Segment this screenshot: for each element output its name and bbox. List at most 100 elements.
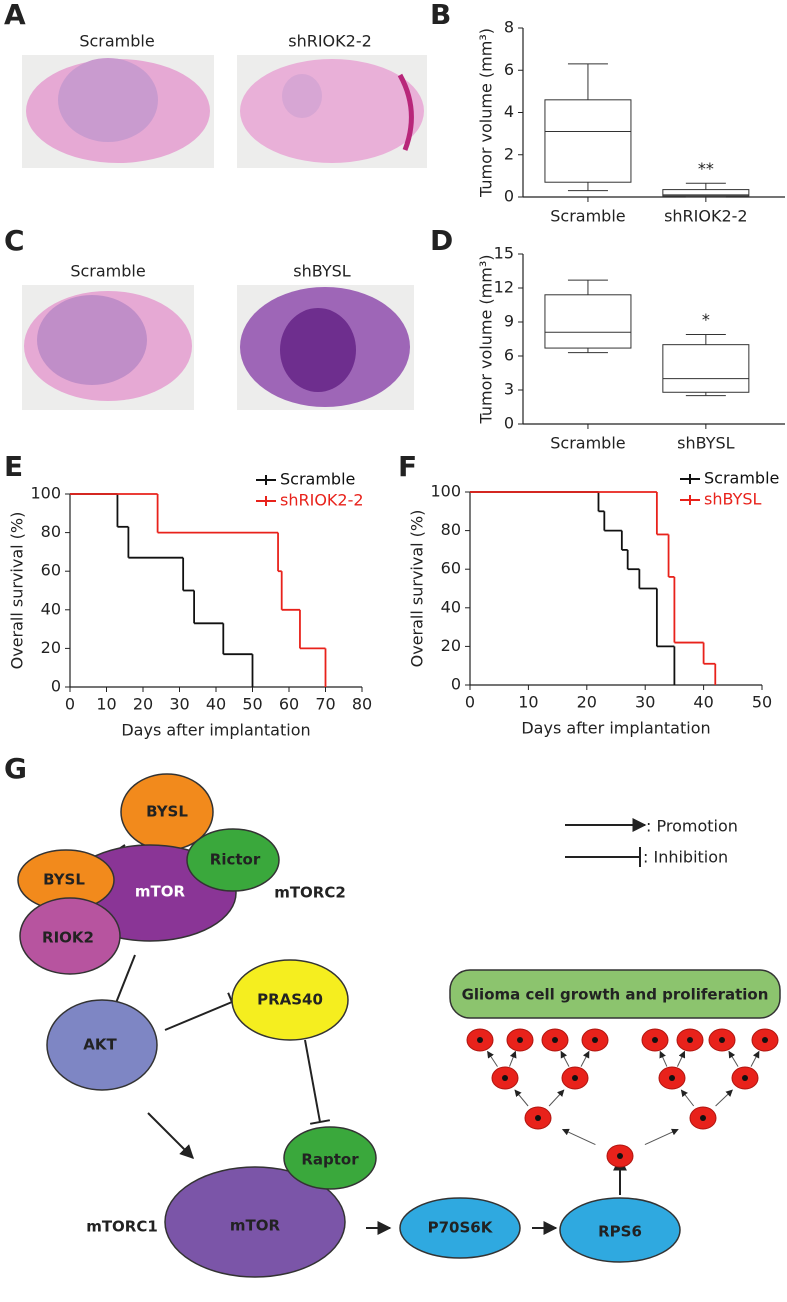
cell-nucleus — [592, 1037, 598, 1043]
legend-label: shBYSL — [704, 490, 762, 509]
y-tick-label: 0 — [504, 414, 514, 433]
box — [662, 344, 750, 393]
cell-arrow — [514, 1089, 529, 1107]
cell-nucleus — [517, 1037, 523, 1043]
cell-arrow — [680, 1089, 695, 1107]
y-tick-label: 3 — [504, 380, 514, 399]
x-tick-label: 0 — [65, 695, 75, 714]
x-tick-label: 30 — [169, 695, 189, 714]
x-tick-label: shBYSL — [677, 434, 735, 453]
x-axis-label: Days after implantation — [521, 719, 710, 738]
y-tick-label: 60 — [41, 561, 61, 580]
y-tick-label: 40 — [41, 599, 61, 618]
y-axis-label: Overall survival (%) — [8, 512, 27, 670]
legend-text: : Promotion — [646, 817, 738, 836]
y-axis-label: Tumor volume (mm³) — [477, 28, 496, 198]
cell-arrow — [644, 1128, 679, 1146]
y-tick-label: 0 — [451, 675, 461, 694]
y-tick-label: 12 — [494, 278, 514, 297]
y-tick-label: 15 — [494, 244, 514, 263]
y-tick-label: 6 — [504, 346, 514, 365]
panel-label: C — [4, 224, 25, 257]
y-tick-label: 20 — [41, 638, 61, 657]
node-label: RIOK2 — [42, 929, 94, 947]
x-tick-label: 30 — [635, 693, 655, 712]
x-tick-label: 50 — [752, 693, 772, 712]
node-label: mTOR — [230, 1217, 281, 1235]
y-tick-label: 100 — [30, 484, 61, 503]
x-tick-label: 50 — [242, 695, 262, 714]
y-tick-label: 2 — [504, 144, 514, 163]
x-tick-label: shRIOK2-2 — [664, 207, 748, 226]
cell-arrow — [560, 1050, 570, 1067]
cell-arrow — [659, 1050, 668, 1067]
legend-label: Scramble — [704, 469, 779, 488]
x-axis-label: Days after implantation — [121, 721, 310, 740]
node-label: PRAS40 — [257, 991, 323, 1009]
cell-nucleus — [617, 1153, 623, 1159]
cell-nucleus — [652, 1037, 658, 1043]
image-label: shRIOK2-2 — [288, 32, 372, 51]
x-tick-label: 20 — [577, 693, 597, 712]
x-tick-label: 10 — [96, 695, 116, 714]
node-label: Raptor — [301, 1151, 359, 1169]
significance: ** — [698, 159, 714, 178]
panel-label: E — [4, 450, 23, 483]
cell-nucleus — [552, 1037, 558, 1043]
y-tick-label: 4 — [504, 102, 514, 121]
cell-nucleus — [477, 1037, 483, 1043]
node-label: BYSL — [146, 803, 188, 821]
y-tick-label: 80 — [41, 522, 61, 541]
legend-text: : Inhibition — [643, 848, 728, 867]
cell-nucleus — [535, 1115, 541, 1121]
histology-images: Scramble shRIOK2-2 Scramble shBYSL — [22, 32, 427, 410]
panel-label: B — [430, 0, 451, 31]
x-tick-label: 60 — [279, 695, 299, 714]
cell-nucleus — [700, 1115, 706, 1121]
image-label: Scramble — [70, 262, 145, 281]
x-tick-label: 40 — [206, 695, 226, 714]
node-label: P70S6K — [428, 1219, 494, 1237]
cell-arrow — [561, 1128, 596, 1146]
cell-arrow — [487, 1050, 498, 1067]
node-label: Glioma cell growth and proliferation — [462, 986, 769, 1004]
cell-arrow — [580, 1050, 590, 1067]
y-tick-label: 9 — [504, 312, 514, 331]
cell-arrow — [728, 1050, 739, 1067]
y-axis-label: Overall survival (%) — [408, 510, 427, 668]
node-label: mTORC1 — [86, 1218, 158, 1236]
cell-arrow — [509, 1050, 517, 1067]
x-tick-label: 0 — [465, 693, 475, 712]
y-tick-label: 8 — [504, 18, 514, 37]
x-tick-label: Scramble — [550, 207, 625, 226]
x-tick-label: 20 — [133, 695, 153, 714]
image-label: Scramble — [79, 32, 154, 51]
y-tick-label: 100 — [430, 482, 461, 501]
cell-arrow — [548, 1089, 565, 1107]
x-tick-label: 70 — [315, 695, 335, 714]
panel-label: A — [4, 0, 26, 31]
y-tick-label: 60 — [441, 559, 461, 578]
box — [544, 294, 632, 349]
node-label: AKT — [83, 1036, 117, 1054]
cell-arrow — [715, 1089, 733, 1107]
cell-nucleus — [719, 1037, 725, 1043]
node-label: mTOR — [135, 883, 186, 901]
panel-label: D — [430, 224, 453, 257]
y-tick-label: 0 — [504, 187, 514, 206]
cell-nucleus — [687, 1037, 693, 1043]
y-tick-label: 6 — [504, 60, 514, 79]
box — [662, 189, 750, 197]
cell-nucleus — [669, 1075, 675, 1081]
pathway-diagram: : Promotion : Inhibition BYSL BYSL mTOR … — [17, 773, 781, 1278]
panel-label: G — [4, 752, 27, 785]
cell-nucleus — [762, 1037, 768, 1043]
x-tick-label: 80 — [352, 695, 372, 714]
legend-label: Scramble — [280, 470, 355, 489]
y-tick-label: 40 — [441, 597, 461, 616]
node-label: Rictor — [210, 851, 261, 869]
cell-nucleus — [742, 1075, 748, 1081]
y-tick-label: 0 — [51, 677, 61, 696]
x-tick-label: Scramble — [550, 434, 625, 453]
